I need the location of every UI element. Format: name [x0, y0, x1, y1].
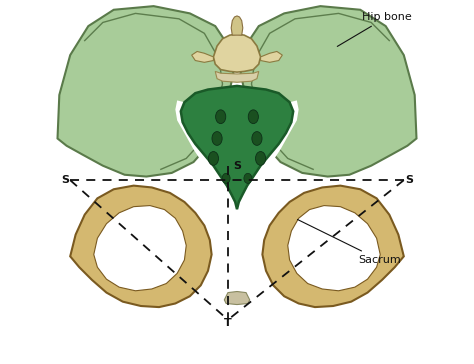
Text: Hip bone: Hip bone: [337, 12, 412, 47]
Polygon shape: [215, 71, 259, 82]
Text: S: S: [61, 175, 69, 185]
Ellipse shape: [255, 151, 265, 165]
Polygon shape: [175, 100, 235, 202]
Ellipse shape: [248, 110, 258, 124]
Polygon shape: [70, 186, 211, 307]
Polygon shape: [231, 16, 243, 35]
Text: S: S: [405, 175, 413, 185]
Polygon shape: [57, 6, 233, 177]
Text: Sacrum: Sacrum: [298, 219, 401, 265]
Polygon shape: [261, 51, 283, 62]
Polygon shape: [241, 6, 417, 177]
Text: T: T: [224, 318, 232, 328]
Ellipse shape: [244, 173, 252, 183]
Ellipse shape: [216, 110, 226, 124]
Polygon shape: [191, 51, 213, 62]
Polygon shape: [213, 34, 261, 72]
Polygon shape: [181, 86, 293, 209]
Ellipse shape: [212, 132, 222, 145]
Polygon shape: [94, 206, 186, 291]
Polygon shape: [288, 206, 380, 291]
Ellipse shape: [209, 151, 219, 165]
Text: S: S: [233, 161, 241, 171]
Polygon shape: [239, 100, 299, 202]
Ellipse shape: [222, 173, 230, 183]
Polygon shape: [263, 186, 404, 307]
Polygon shape: [224, 292, 250, 305]
Ellipse shape: [252, 132, 262, 145]
